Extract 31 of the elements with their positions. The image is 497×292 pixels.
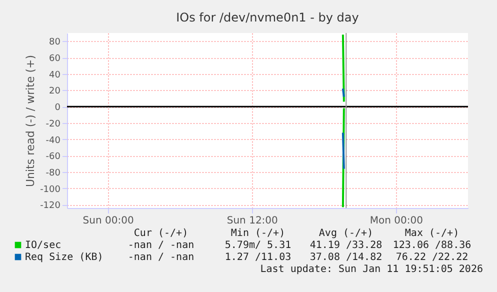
y-tick-label: 0: [54, 103, 61, 114]
text: Min (-/+): [230, 228, 286, 239]
chart-title: IOs for /dev/nvme0n1 - by day: [176, 10, 359, 24]
text: 37.08 /14.82: [310, 252, 382, 263]
text: 41.19 /33.28: [310, 240, 382, 251]
x-tick-label: Mon 00:00: [370, 216, 424, 226]
text: Max (-/+): [404, 228, 460, 239]
x-tick-label: Sun 00:00: [82, 216, 134, 226]
text: 5.79m/ 5.31: [224, 240, 292, 251]
legend-label: IO/sec: [25, 240, 62, 251]
x-tick-label: Sun 12:00: [226, 216, 278, 226]
text: 123.06 /88.36: [392, 240, 472, 251]
y-tick-label: 60: [49, 54, 61, 64]
y-tick-label: -40: [46, 136, 61, 146]
y-tick-label: -100: [40, 184, 61, 195]
text: -nan / -nan: [128, 252, 194, 263]
y-tick-label: 40: [49, 70, 61, 80]
text: Last update: Sun Jan 11 19:51:05 2026: [260, 264, 483, 275]
text: 1.27 /11.03: [224, 252, 292, 263]
y-tick-label: -80: [46, 168, 61, 179]
y-tick-label: -120: [40, 201, 61, 212]
y-axis-title: Units read (-) / write (+): [24, 54, 38, 188]
y-tick-label: 80: [49, 38, 61, 48]
text: 76.22 /22.22: [396, 252, 468, 263]
text: -nan / -nan: [128, 240, 194, 251]
text: Cur (-/+): [134, 228, 188, 239]
y-tick-label: -60: [46, 152, 61, 162]
legend-label: Req Size (KB): [25, 252, 104, 263]
y-tick-label: -20: [46, 119, 61, 130]
text: Avg (-/+): [318, 228, 374, 239]
y-tick-label: 20: [49, 86, 61, 97]
